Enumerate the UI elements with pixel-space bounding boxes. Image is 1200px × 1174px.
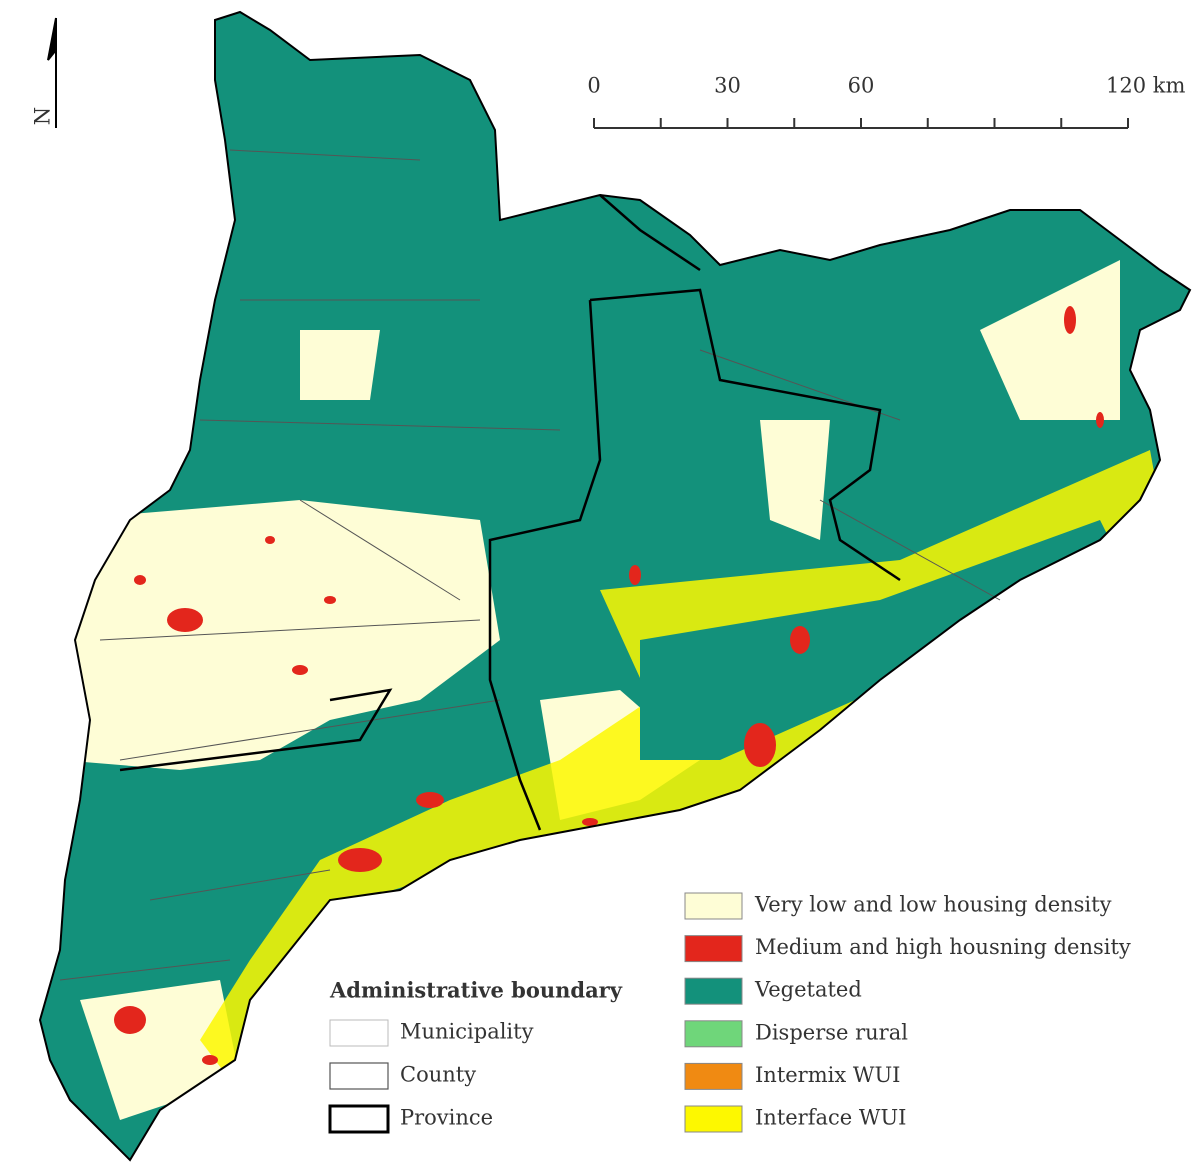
north-arrow (47, 17, 57, 128)
urban-spot (114, 1006, 146, 1034)
legend-title: Administrative boundary (329, 978, 623, 1003)
legend-label: Province (400, 1106, 493, 1130)
urban-spots (114, 306, 1104, 1065)
scale-label: 30 (714, 74, 741, 98)
low-density-area (60, 260, 1120, 1120)
urban-spot (1064, 306, 1076, 334)
legend-classes: Very low and low housing density Medium a… (684, 892, 1131, 1133)
legend-swatch (684, 1020, 743, 1048)
legend-swatch (684, 892, 743, 920)
legend-boundaries: Administrative boundary Municipality Coun… (328, 978, 623, 1134)
legend-label: Medium and high housning density (755, 935, 1131, 959)
scale-bar: 0 30 60 120 km (587, 74, 1185, 129)
boundaries (59, 149, 1001, 981)
urban-spot (744, 723, 776, 767)
legend-label: Interface WUI (755, 1106, 906, 1130)
urban-spot (582, 818, 598, 826)
urban-spot (292, 665, 308, 675)
scale-label: 60 (848, 74, 875, 98)
legend-label: Intermix WUI (755, 1063, 900, 1087)
legend-swatch (328, 1104, 390, 1134)
legend-label: County (400, 1063, 476, 1087)
north-label: N (31, 107, 55, 125)
legend-swatch (329, 1062, 389, 1090)
province-line (119, 194, 901, 831)
urban-spot (416, 792, 444, 808)
legend-label: Municipality (400, 1020, 534, 1044)
legend-label: Vegetated (754, 978, 862, 1002)
urban-spot (265, 536, 275, 544)
legend-swatch (684, 1062, 743, 1090)
legend-label: Disperse rural (755, 1020, 908, 1044)
urban-spot (629, 565, 641, 585)
urban-spot (790, 626, 810, 654)
legend-swatch (684, 935, 743, 963)
legend-label: Very low and low housing density (754, 893, 1112, 917)
vegetated-area (640, 520, 1120, 760)
legend-swatch (684, 1105, 743, 1133)
urban-spot (338, 848, 382, 872)
urban-spot (202, 1055, 218, 1065)
legend-swatch (329, 1019, 389, 1047)
scale-label: 120 km (1106, 74, 1185, 98)
scale-label: 0 (587, 74, 600, 98)
legend-swatch (684, 977, 743, 1005)
urban-spot (167, 608, 203, 632)
urban-spot (324, 596, 336, 604)
county-line (59, 149, 1001, 981)
urban-spot (134, 575, 146, 585)
urban-spot (1096, 412, 1104, 428)
